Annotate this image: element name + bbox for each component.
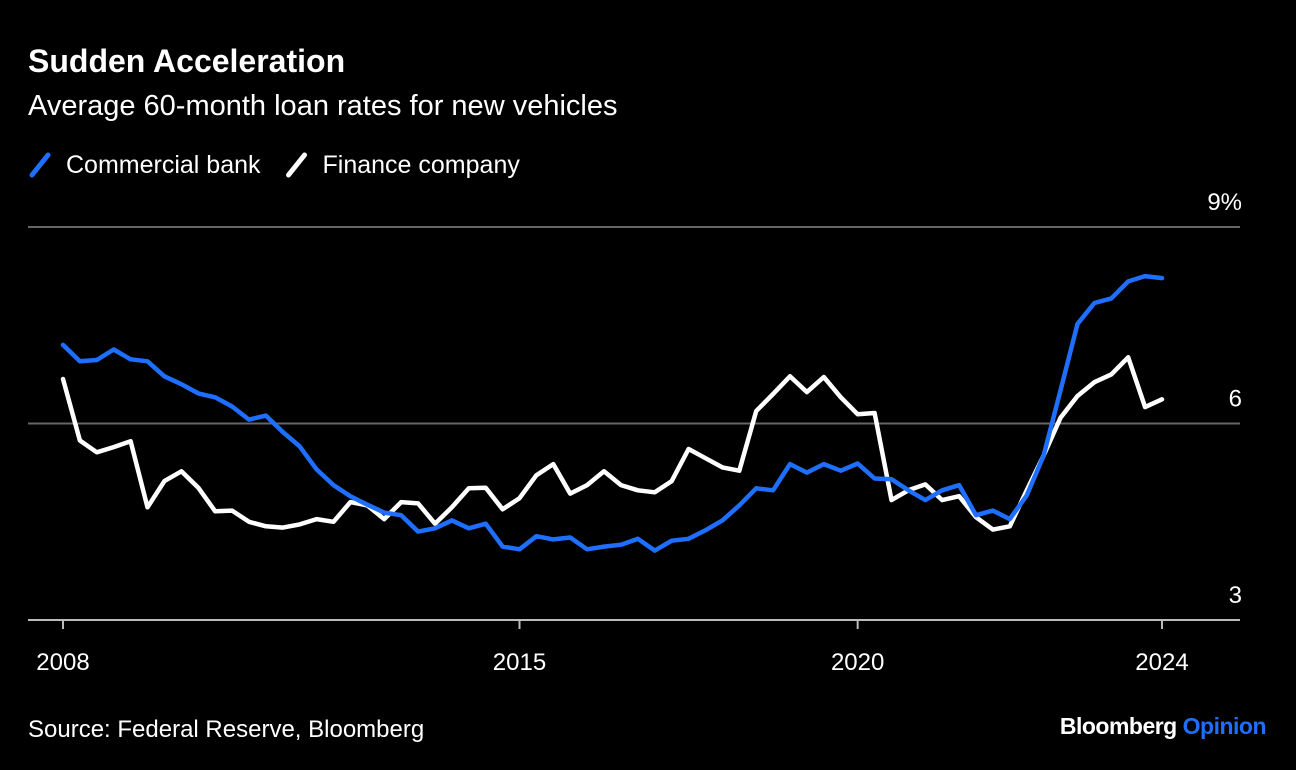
legend-label: Commercial bank	[66, 151, 261, 179]
y-tick-label: 9%	[1207, 189, 1242, 216]
legend-swatch	[29, 152, 51, 178]
brand-name: Bloomberg	[1060, 713, 1177, 739]
series-line	[60, 273, 1165, 553]
chart-title: Sudden Acceleration	[28, 43, 345, 79]
brand-suffix: Opinion	[1183, 713, 1266, 739]
legend-swatch	[286, 152, 308, 178]
chart-subtitle: Average 60-month loan rates for new vehi…	[28, 90, 617, 122]
y-tick-label: 6	[1229, 386, 1242, 413]
source: Source: Federal Reserve, Bloomberg	[28, 716, 424, 743]
x-tick-label: 2008	[36, 649, 89, 676]
series-line	[60, 355, 1165, 532]
brand: Bloomberg Opinion	[1060, 713, 1266, 739]
y-tick-label: 3	[1229, 582, 1242, 609]
legend-label: Finance company	[323, 151, 521, 179]
x-tick-label: 2024	[1135, 649, 1188, 676]
x-tick-label: 2020	[831, 649, 884, 676]
x-tick-label: 2015	[493, 649, 546, 676]
